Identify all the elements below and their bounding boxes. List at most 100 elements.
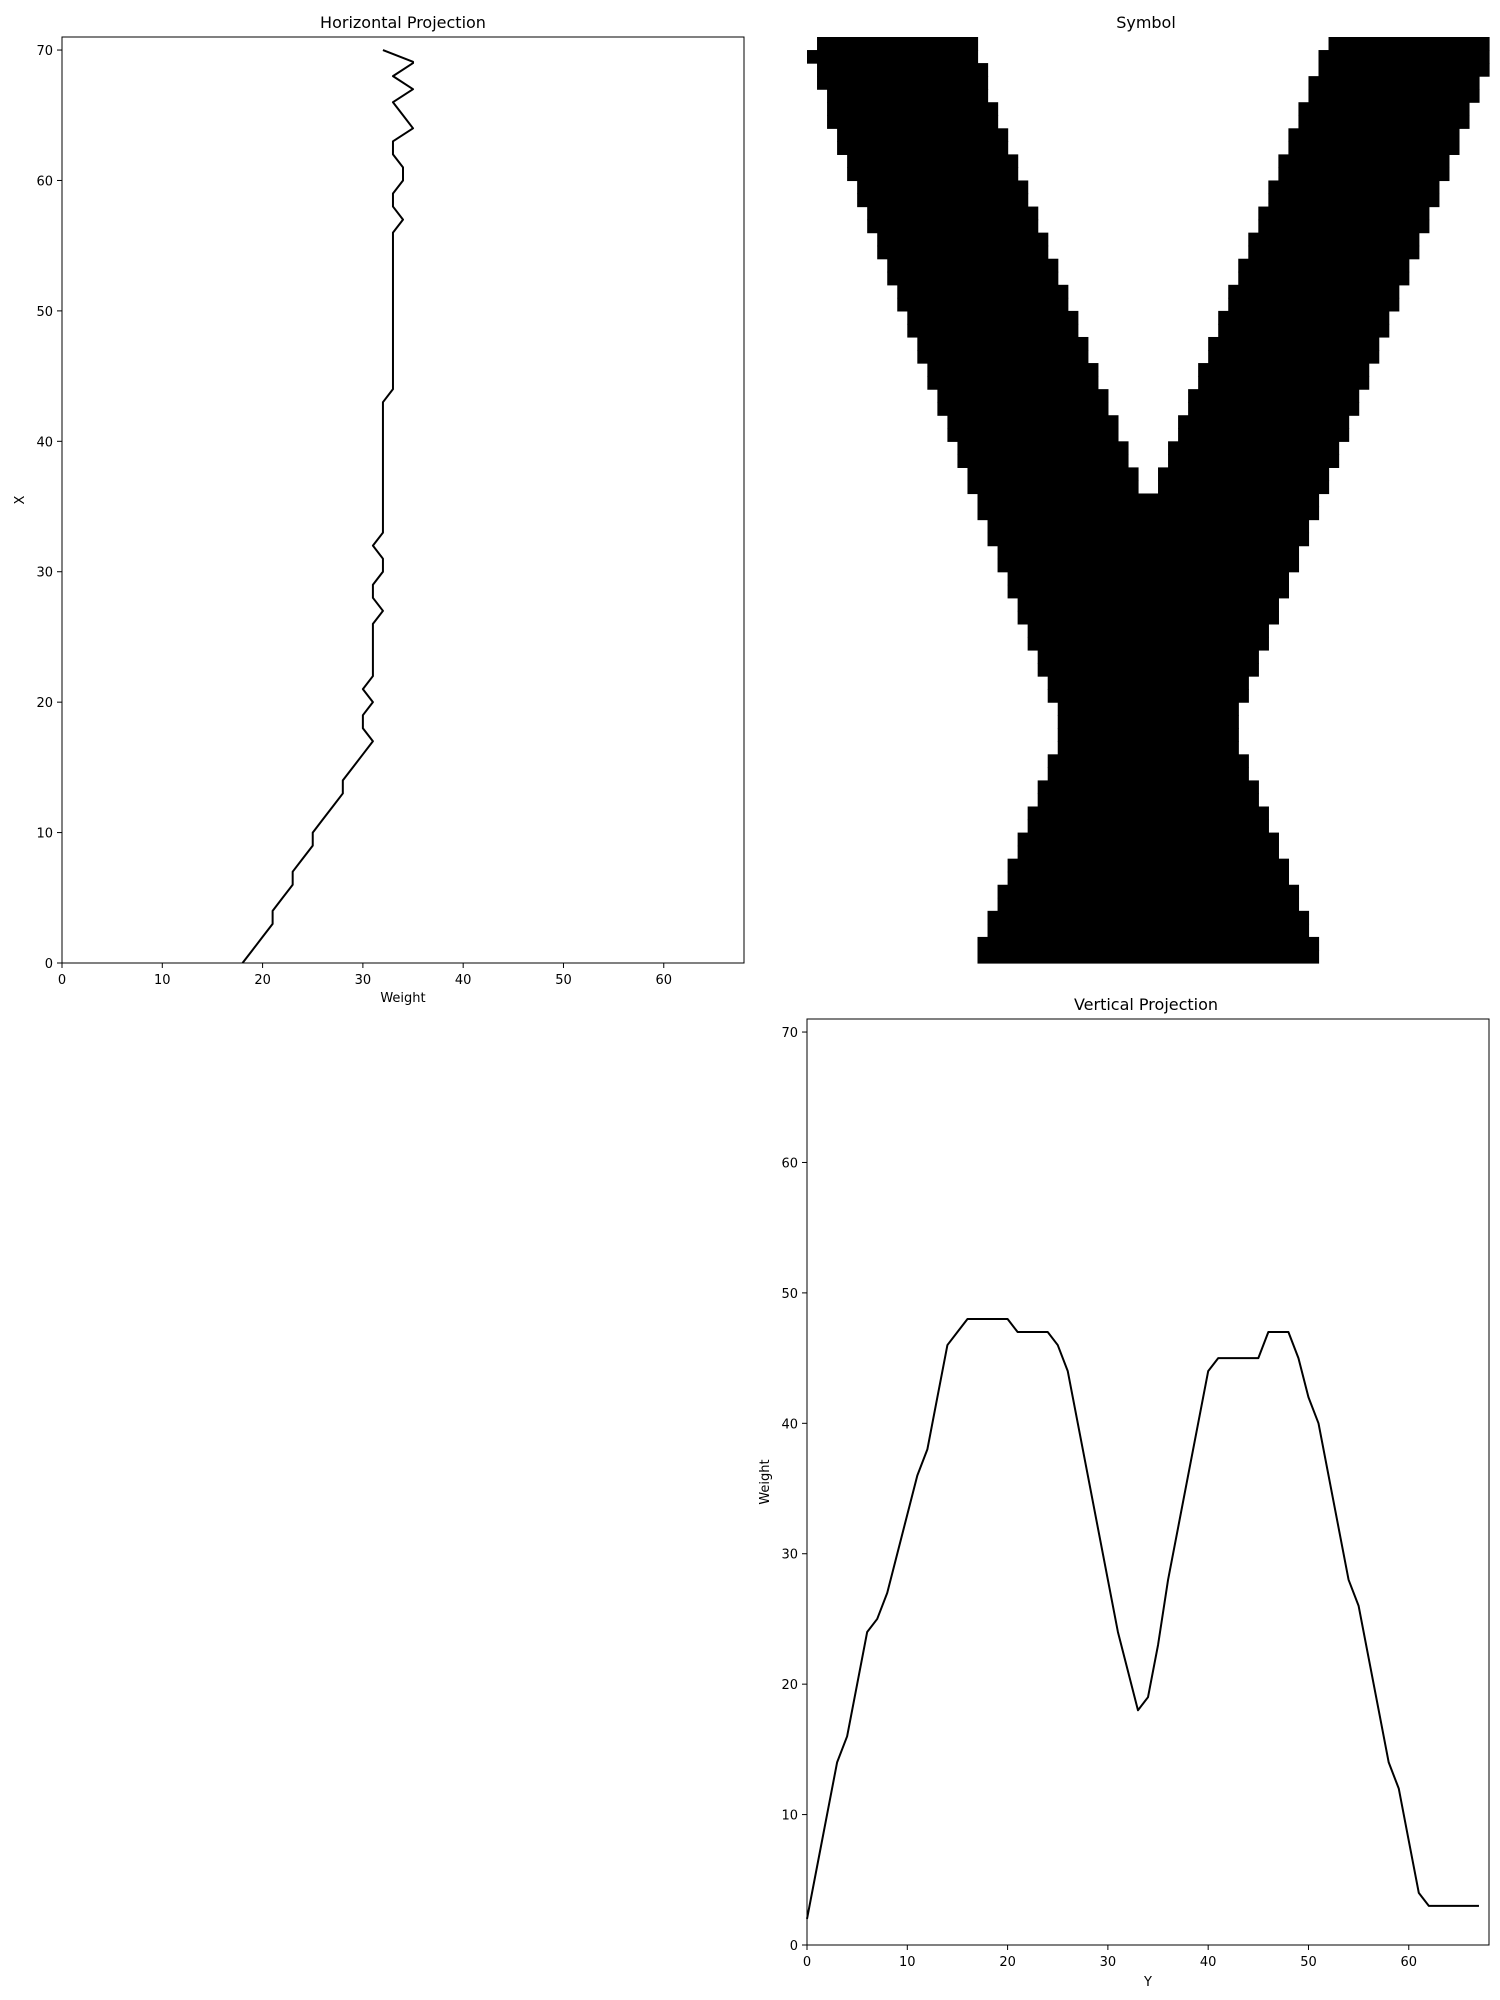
horizontal-projection-plot-area	[241, 49, 415, 964]
p3-y-tick-label: 70	[781, 1026, 798, 1041]
symbol-pixel-run	[1318, 50, 1490, 64]
symbol-pixel-run	[1198, 363, 1370, 377]
symbol-pixel-run	[967, 467, 1139, 482]
symbol-pixel-run	[1057, 728, 1239, 742]
symbol-pixel-run	[1268, 193, 1440, 208]
p3-y-tick-label: 20	[781, 1678, 798, 1693]
p3-y-tick-label: 60	[781, 1156, 798, 1171]
symbol-pixel-run	[1198, 376, 1370, 390]
p1-series-line-0	[241, 49, 415, 964]
symbol-pixel-run	[867, 206, 1039, 221]
symbol-pixel-run	[867, 219, 1039, 234]
symbol-pixel-run	[1188, 402, 1360, 416]
symbol-pixel-run	[917, 336, 1089, 351]
symbol-pixel-run	[1178, 428, 1350, 442]
symbol-pixel-run	[1288, 128, 1460, 142]
symbol-pixel-run	[1017, 832, 1279, 847]
symbol-pixel-run	[967, 480, 1139, 495]
p1-x-tick-label: 50	[555, 973, 572, 988]
p1-y-tick-label: 60	[36, 174, 53, 189]
symbol-pixel-run	[997, 884, 1300, 899]
symbol-pixel-run	[897, 297, 1069, 312]
symbol-pixel-run	[977, 493, 1320, 508]
symbol-pixel-run	[1178, 415, 1350, 429]
horizontal-projection-y-ticks: 0 10 20 30 40 50 60 70	[36, 44, 62, 972]
symbol-pixel-run	[837, 141, 1009, 155]
symbol-pixel-run	[1158, 480, 1330, 495]
symbol-pixel-run	[1168, 454, 1340, 468]
horizontal-projection-x-ticks: 0 10 20 30 40 50 60	[58, 963, 672, 988]
p1-x-tick-label: 20	[254, 973, 271, 988]
symbol-pixel-run	[827, 115, 999, 129]
vertical-projection-x-ticks: 0 10 20 30 40 50 60	[803, 1945, 1417, 1970]
p1-y-tick-label: 10	[36, 827, 53, 842]
vertical-projection-plot-area	[806, 1317, 1479, 1920]
p1-x-tick-label: 60	[655, 973, 672, 988]
symbol-pixel-run	[987, 519, 1310, 534]
symbol-pixel-run	[1258, 219, 1430, 234]
symbol-pixel-run	[1288, 141, 1460, 155]
symbol-pixel-run	[1047, 676, 1249, 690]
p1-y-tick-label: 20	[36, 696, 53, 711]
symbol-pixel-run	[1328, 37, 1490, 51]
symbol-pixel-run	[887, 258, 1059, 273]
vertical-projection-y-ticks: 0 10 20 30 40 50 60 70	[781, 1026, 807, 1954]
symbol-pixel-run	[937, 402, 1109, 416]
p3-y-tick-label: 40	[781, 1417, 798, 1432]
symbol-pixel-run	[957, 441, 1129, 455]
symbol-pixel-run	[1007, 571, 1290, 586]
symbol-pixel-run	[877, 245, 1049, 260]
symbol-pixel-run	[1057, 702, 1239, 716]
symbol-pixel-run	[1017, 610, 1279, 625]
horizontal-projection-title: Horizontal Projection	[320, 13, 486, 32]
symbol-pixel-run	[1017, 845, 1279, 860]
symbol-pixel-run	[907, 323, 1079, 338]
symbol-pixel-run	[1047, 767, 1249, 782]
p1-y-tick-label: 50	[36, 305, 53, 320]
symbol-pixel-run	[947, 415, 1119, 429]
p1-x-tick-label: 30	[355, 973, 372, 988]
symbol-pixel-run	[1037, 663, 1259, 677]
symbol-pixel-run	[1027, 819, 1269, 834]
symbol-pixel-run	[1037, 793, 1259, 808]
symbol-pixel-run	[847, 167, 1019, 182]
symbol-image	[807, 37, 1490, 964]
symbol-panel: Symbol	[807, 13, 1490, 964]
p1-y-tick-label: 30	[36, 566, 53, 581]
symbol-pixel-run	[1298, 115, 1470, 129]
symbol-pixel-run	[1278, 167, 1450, 182]
symbol-pixel-run	[1027, 806, 1269, 821]
symbol-pixel-run	[817, 37, 979, 51]
p3-x-tick-label: 0	[803, 1955, 811, 1970]
symbol-pixel-run	[1027, 623, 1269, 638]
p3-x-tick-label: 50	[1300, 1955, 1317, 1970]
symbol-pixel-run	[827, 102, 999, 116]
symbol-pixel-run	[907, 310, 1079, 325]
vertical-projection-frame	[806, 1018, 1490, 1946]
symbol-pixel-run	[1037, 649, 1259, 664]
p3-x-tick-label: 20	[999, 1955, 1016, 1970]
symbol-pixel-run	[997, 558, 1300, 573]
p3-y-tick-label: 50	[781, 1287, 798, 1302]
horizontal-projection-x-label: Weight	[380, 991, 425, 1006]
vertical-projection-x-label: Y	[1143, 1975, 1152, 1990]
symbol-pixel-run	[1228, 297, 1400, 312]
p3-y-tick-label: 10	[781, 1809, 798, 1824]
vertical-projection-panel: Vertical Projection 0 10 20 30 40 50 60 0 10 20 3…	[758, 995, 1490, 1990]
symbol-pixel-run	[977, 949, 1320, 964]
vertical-projection-y-label: Weight	[758, 1459, 773, 1504]
symbol-pixel-run	[1318, 63, 1490, 77]
p1-y-tick-label: 70	[36, 44, 53, 59]
symbol-pixel-run	[1238, 271, 1410, 286]
p3-x-tick-label: 30	[1100, 1955, 1117, 1970]
symbol-pixel-run	[817, 63, 989, 77]
symbol-pixel-run	[1218, 323, 1390, 338]
symbol-pixel-run	[1168, 441, 1340, 455]
symbol-pixel-run	[997, 545, 1300, 560]
p3-y-tick-label: 0	[790, 1939, 798, 1954]
symbol-pixel-run	[887, 271, 1059, 286]
symbol-pixel-run	[1208, 350, 1380, 364]
symbol-pixel-run	[1057, 741, 1239, 755]
symbol-pixel-run	[1308, 76, 1480, 90]
